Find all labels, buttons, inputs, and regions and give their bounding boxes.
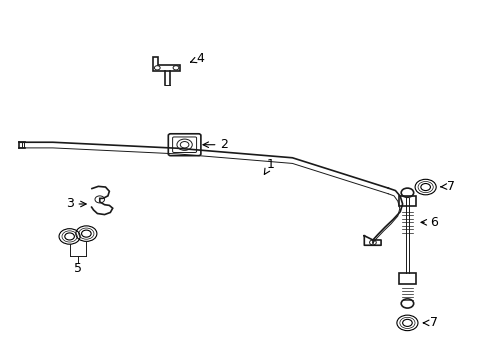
Text: 4: 4: [190, 52, 204, 65]
Text: 6: 6: [420, 216, 437, 229]
Text: 2: 2: [203, 138, 228, 151]
Text: 3: 3: [65, 198, 86, 211]
Text: 7: 7: [423, 316, 437, 329]
Text: 5: 5: [74, 262, 82, 275]
Bar: [398, 196, 415, 207]
Text: 1: 1: [264, 158, 274, 174]
Text: 7: 7: [440, 180, 454, 193]
Bar: [398, 274, 415, 284]
